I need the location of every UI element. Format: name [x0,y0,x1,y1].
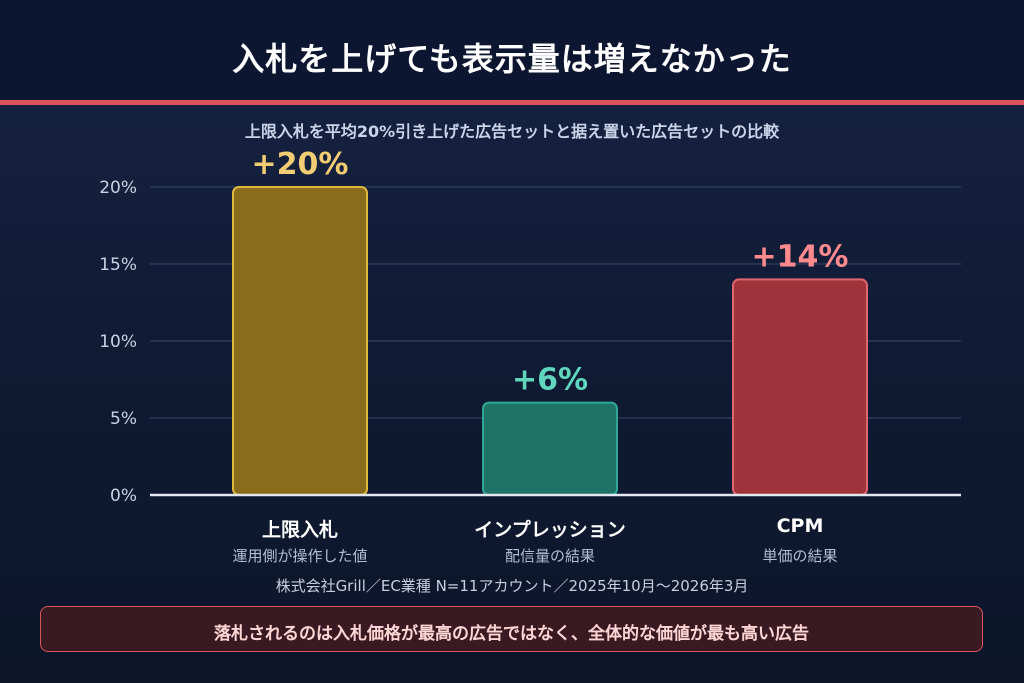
category-sublabel: 単価の結果 [762,547,838,565]
category-label: 上限入札 [261,519,338,541]
y-tick-label: 20% [99,178,137,198]
category-sublabel: 運用側が操作した値 [232,547,368,565]
page-title: 入札を上げても表示量は増えなかった [232,40,792,78]
bar [232,186,368,496]
chart-subtitle: 上限入札を平均20%引き上げた広告セットと据え置いた広告セットの比較 [244,122,780,141]
callout-text: 落札されるのは入札価格が最高の広告ではなく、全体的な価値が最も高い広告 [214,624,809,644]
bar-value-label: +20% [252,147,349,182]
bar [732,278,868,496]
y-tick-label: 15% [99,255,137,275]
bar-value-label: +6% [512,363,588,398]
header-bar: 入札を上げても表示量は増えなかった [0,0,1024,101]
y-tick-label: 0% [110,486,137,506]
y-tick-label: 10% [99,332,137,352]
bar-value-label: +14% [752,239,849,274]
bar [482,401,618,497]
category-sublabel: 配信量の結果 [504,547,595,565]
header-accent-rule [0,100,1024,105]
conclusion-callout: 落札されるのは入札価格が最高の広告ではなく、全体的な価値が最も高い広告 [40,606,983,652]
source-note: 株式会社Grill／EC業種 N=11アカウント／2025年10月〜2026年3… [275,577,749,595]
y-tick-label: 5% [110,409,137,429]
category-label: インプレッション [474,519,626,541]
category-label: CPM [776,515,824,537]
